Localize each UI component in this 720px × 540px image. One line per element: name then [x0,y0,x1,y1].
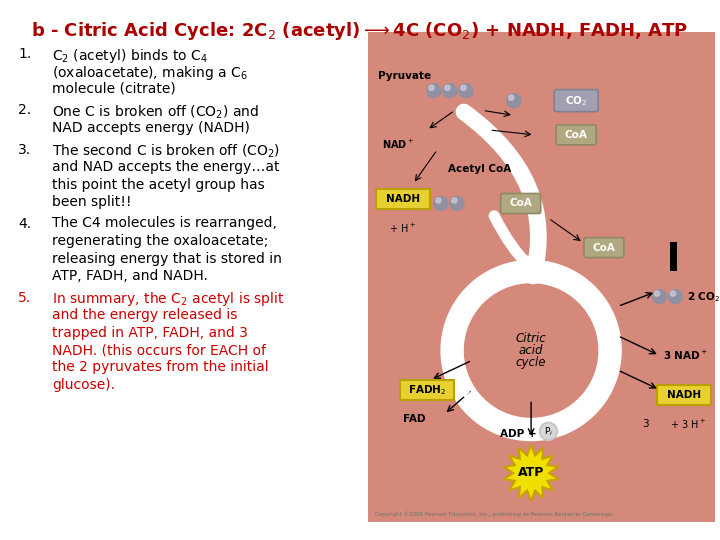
Text: acid: acid [519,344,544,357]
Text: CoA: CoA [509,199,532,208]
FancyBboxPatch shape [376,188,430,208]
Text: and the energy released is: and the energy released is [52,308,238,322]
Text: NADH: NADH [386,194,420,204]
Text: In summary, the C$_2$ acetyl is split: In summary, the C$_2$ acetyl is split [52,291,284,308]
Text: 4.: 4. [18,217,31,231]
Text: b - Citric Acid Cycle: 2C$_2$ (acetyl)$\longrightarrow$4C (CO$_2$) + NADH, FADH,: b - Citric Acid Cycle: 2C$_2$ (acetyl)$\… [32,20,688,42]
Circle shape [445,85,450,91]
Circle shape [459,84,473,98]
Text: + 3 H$^+$: + 3 H$^+$ [670,417,706,430]
Circle shape [434,197,448,211]
Text: CO$_2$: CO$_2$ [565,94,588,107]
Text: 5.: 5. [18,291,31,305]
Text: 2.: 2. [18,104,31,118]
Text: 2 CO$_2$: 2 CO$_2$ [687,289,720,303]
Text: P$_i$: P$_i$ [544,425,553,437]
Text: glucose).: glucose). [52,378,115,392]
Text: trapped in ATP, FADH, and 3: trapped in ATP, FADH, and 3 [52,326,248,340]
Text: + H$^+$: + H$^+$ [389,221,415,234]
Text: this point the acetyl group has: this point the acetyl group has [52,178,265,192]
Circle shape [541,424,555,438]
Text: releasing energy that is stored in: releasing energy that is stored in [52,252,282,266]
Text: ATP, FADH, and NADH.: ATP, FADH, and NADH. [52,269,208,283]
FancyBboxPatch shape [500,193,541,213]
Circle shape [668,289,683,303]
Circle shape [461,85,466,91]
FancyBboxPatch shape [657,384,711,404]
Text: NAD accepts energy (NADH): NAD accepts energy (NADH) [52,121,250,135]
Circle shape [443,84,457,98]
Text: Copyright ©2008 Pearson Education, Inc., publishing as Pearson Benjamin Cummings: Copyright ©2008 Pearson Education, Inc.,… [375,511,613,517]
Text: NADH: NADH [667,389,701,400]
Circle shape [654,291,660,296]
Text: cycle: cycle [516,356,546,369]
FancyBboxPatch shape [554,90,598,112]
Circle shape [429,85,434,91]
Text: (oxaloacetate), making a C$_6$: (oxaloacetate), making a C$_6$ [52,64,248,83]
Text: been split!!: been split!! [52,195,132,209]
Text: One C is broken off (CO$_2$) and: One C is broken off (CO$_2$) and [52,104,259,121]
Text: C$_2$ (acetyl) binds to C$_4$: C$_2$ (acetyl) binds to C$_4$ [52,47,208,65]
Circle shape [508,95,514,100]
Circle shape [427,84,441,98]
Text: NAD$^+$: NAD$^+$ [382,138,414,151]
Text: 1.: 1. [18,47,31,61]
Text: NADH. (this occurs for EACH of: NADH. (this occurs for EACH of [52,343,266,357]
Polygon shape [441,260,621,441]
Text: CoA: CoA [564,130,588,140]
Text: FADH$_2$: FADH$_2$ [408,383,446,396]
FancyBboxPatch shape [584,238,624,258]
FancyBboxPatch shape [400,380,454,400]
Circle shape [450,197,464,211]
Circle shape [451,198,457,203]
Text: the 2 pyruvates from the initial: the 2 pyruvates from the initial [52,361,269,375]
Polygon shape [504,445,559,501]
Text: and NAD accepts the energy…at: and NAD accepts the energy…at [52,160,279,174]
Text: ADP +: ADP + [500,429,536,439]
Text: Pyruvate: Pyruvate [379,71,431,81]
Text: molecule (citrate): molecule (citrate) [52,82,176,96]
Text: Acetyl CoA: Acetyl CoA [448,164,511,174]
Circle shape [652,289,667,303]
Text: ATP: ATP [518,467,544,480]
Circle shape [507,93,521,107]
Circle shape [670,291,675,296]
FancyBboxPatch shape [557,125,596,145]
Text: The second C is broken off (CO$_2$): The second C is broken off (CO$_2$) [52,143,280,160]
Text: regenerating the oxaloacetate;: regenerating the oxaloacetate; [52,234,269,248]
Circle shape [436,198,441,203]
Text: FAD: FAD [402,414,426,424]
Text: 3 NAD$^+$: 3 NAD$^+$ [663,349,708,362]
Text: Citric: Citric [516,332,546,345]
Text: 3.: 3. [18,143,31,157]
Circle shape [539,422,557,440]
Text: CoA: CoA [593,242,616,253]
Text: 3: 3 [642,419,649,429]
Text: The C4 molecules is rearranged,: The C4 molecules is rearranged, [52,217,277,231]
Bar [368,32,715,522]
